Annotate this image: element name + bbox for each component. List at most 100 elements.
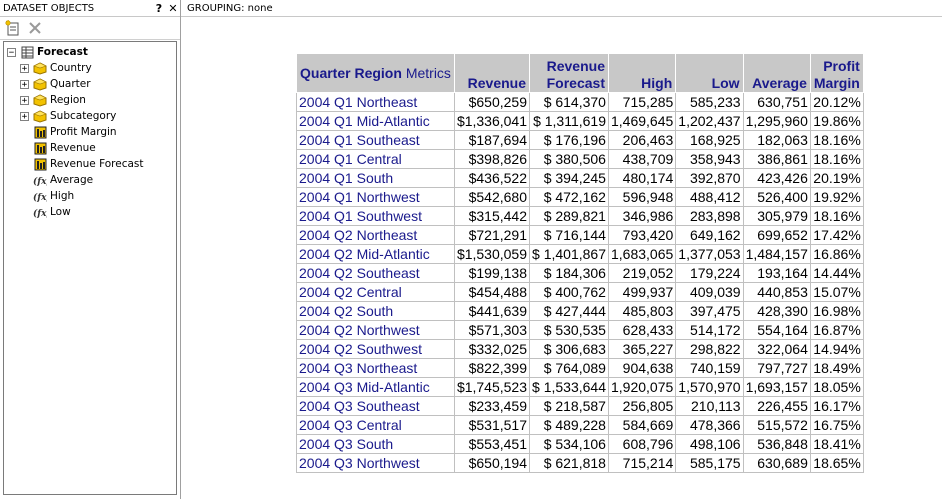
expand-icon[interactable]: + [20,63,29,74]
quarter-cell[interactable]: 2004 Q1 [299,189,353,205]
expand-icon[interactable]: + [20,79,29,90]
row-header[interactable]: 2004 Q2 South [296,301,455,321]
tree-root-forecast[interactable]: − Forecast [7,44,88,60]
region-cell[interactable]: Central [356,417,402,433]
quarter-cell[interactable]: 2004 Q3 [299,455,353,471]
region-cell[interactable]: Northeast [356,227,418,243]
row-header[interactable]: 2004 Q1 Southwest [296,206,455,226]
quarter-cell[interactable]: 2004 Q2 [299,322,353,338]
quarter-cell[interactable]: 2004 Q3 [299,436,353,452]
region-cell[interactable]: Mid-Atlantic [356,379,430,395]
row-header[interactable]: 2004 Q2 Southeast [296,263,455,283]
region-cell[interactable]: South [356,170,394,186]
row-header[interactable]: 2004 Q3 Northeast [296,358,455,378]
expand-icon[interactable]: + [20,95,29,106]
tree-attribute-subcategory[interactable]: + Subcategory [20,108,116,124]
header-high[interactable]: High [607,53,677,93]
quarter-cell[interactable]: 2004 Q1 [299,208,353,224]
quarter-cell[interactable]: 2004 Q3 [299,379,353,395]
quarter-cell[interactable]: 2004 Q2 [299,265,353,281]
quarter-cell[interactable]: 2004 Q3 [299,360,353,376]
tree-metric-revenue-forecast[interactable]: Revenue Forecast [33,156,144,172]
cell-average: 428,390 [742,301,811,321]
derived-metric-icon: (fx) [33,189,47,203]
quarter-cell[interactable]: 2004 Q2 [299,341,353,357]
tree-attribute-region[interactable]: + Region [20,92,86,108]
row-header[interactable]: 2004 Q1 Southeast [296,130,455,150]
row-header[interactable]: 2004 Q1 Central [296,149,455,169]
new-object-button[interactable] [4,19,22,37]
row-header[interactable]: 2004 Q3 South [296,434,455,454]
region-cell[interactable]: Northeast [356,360,418,376]
tree-metric-revenue[interactable]: Revenue [33,140,96,156]
region-cell[interactable]: Northeast [356,94,418,110]
header-profit-margin[interactable]: Profit Margin [809,53,864,93]
region-cell[interactable]: Mid-Atlantic [356,246,430,262]
row-header[interactable]: 2004 Q1 Northeast [296,92,455,112]
row-header[interactable]: 2004 Q1 Northwest [296,187,455,207]
quarter-cell[interactable]: 2004 Q2 [299,303,353,319]
region-cell[interactable]: South [356,436,394,452]
row-header[interactable]: 2004 Q3 Northwest [296,453,455,473]
quarter-cell[interactable]: 2004 Q2 [299,246,353,262]
header-average[interactable]: Average [742,53,811,93]
quarter-cell[interactable]: 2004 Q1 [299,132,353,148]
tree-derived-low[interactable]: (fx)Low [33,204,71,220]
header-metrics[interactable]: Metrics [405,64,451,81]
row-header[interactable]: 2004 Q2 Central [296,282,455,302]
tree-attribute-quarter[interactable]: + Quarter [20,76,91,92]
quarter-cell[interactable]: 2004 Q3 [299,398,353,414]
tree-derived-high[interactable]: (fx)High [33,188,74,204]
region-cell[interactable]: Central [356,284,402,300]
region-cell[interactable]: Central [356,151,402,167]
region-cell[interactable]: Northwest [356,189,420,205]
row-header[interactable]: 2004 Q1 Mid-Atlantic [296,111,455,131]
delete-object-button[interactable] [26,19,44,37]
quarter-cell[interactable]: 2004 Q2 [299,227,353,243]
quarter-cell[interactable]: 2004 Q3 [299,417,353,433]
header-revenue-forecast[interactable]: Revenue Forecast [529,53,609,93]
cell-revenue: $199,138 [453,263,531,283]
cell-low: 585,175 [675,453,744,473]
header-region[interactable]: Region [354,64,402,81]
row-header[interactable]: 2004 Q2 Southwest [296,339,455,359]
quarter-cell[interactable]: 2004 Q1 [299,170,353,186]
cell-low: 397,475 [675,301,744,321]
row-header[interactable]: 2004 Q3 Mid-Atlantic [296,377,455,397]
close-panel-button[interactable]: ✕ [168,1,178,15]
header-low[interactable]: Low [675,53,744,93]
region-cell[interactable]: Southeast [356,265,420,281]
tree-attribute-country[interactable]: + Country [20,60,92,76]
expand-icon[interactable]: + [20,111,29,122]
quarter-cell[interactable]: 2004 Q2 [299,284,353,300]
tree-metric-profit-margin[interactable]: Profit Margin [33,124,117,140]
row-header[interactable]: 2004 Q2 Northeast [296,225,455,245]
region-cell[interactable]: Southeast [356,132,420,148]
cell-high: 1,469,645 [607,111,677,131]
quarter-cell[interactable]: 2004 Q1 [299,113,353,129]
collapse-icon[interactable]: − [7,47,16,58]
row-header[interactable]: 2004 Q3 Central [296,415,455,435]
quarter-cell[interactable]: 2004 Q1 [299,151,353,167]
region-cell[interactable]: Southeast [356,398,420,414]
cell-margin: 16.17% [809,396,864,416]
panel-header: DATASET OBJECTS ? ✕ [0,0,180,17]
grouping-value[interactable]: none [247,2,273,14]
header-quarter[interactable]: Quarter [300,64,351,81]
tree-derived-average[interactable]: (fx)Average [33,172,93,188]
region-cell[interactable]: Northwest [356,455,420,471]
region-cell[interactable]: Southwest [356,341,422,357]
region-cell[interactable]: Northwest [356,322,420,338]
cell-margin: 14.94% [809,339,864,359]
region-cell[interactable]: Mid-Atlantic [356,113,430,129]
help-button[interactable]: ? [155,1,163,15]
region-cell[interactable]: South [356,303,394,319]
row-header[interactable]: 2004 Q3 Southeast [296,396,455,416]
row-header[interactable]: 2004 Q2 Mid-Atlantic [296,244,455,264]
region-cell[interactable]: Southwest [356,208,422,224]
row-header[interactable]: 2004 Q2 Northwest [296,320,455,340]
header-revenue[interactable]: Revenue [453,53,531,93]
quarter-cell[interactable]: 2004 Q1 [299,94,353,110]
cell-margin: 17.42% [809,225,864,245]
row-header[interactable]: 2004 Q1 South [296,168,455,188]
